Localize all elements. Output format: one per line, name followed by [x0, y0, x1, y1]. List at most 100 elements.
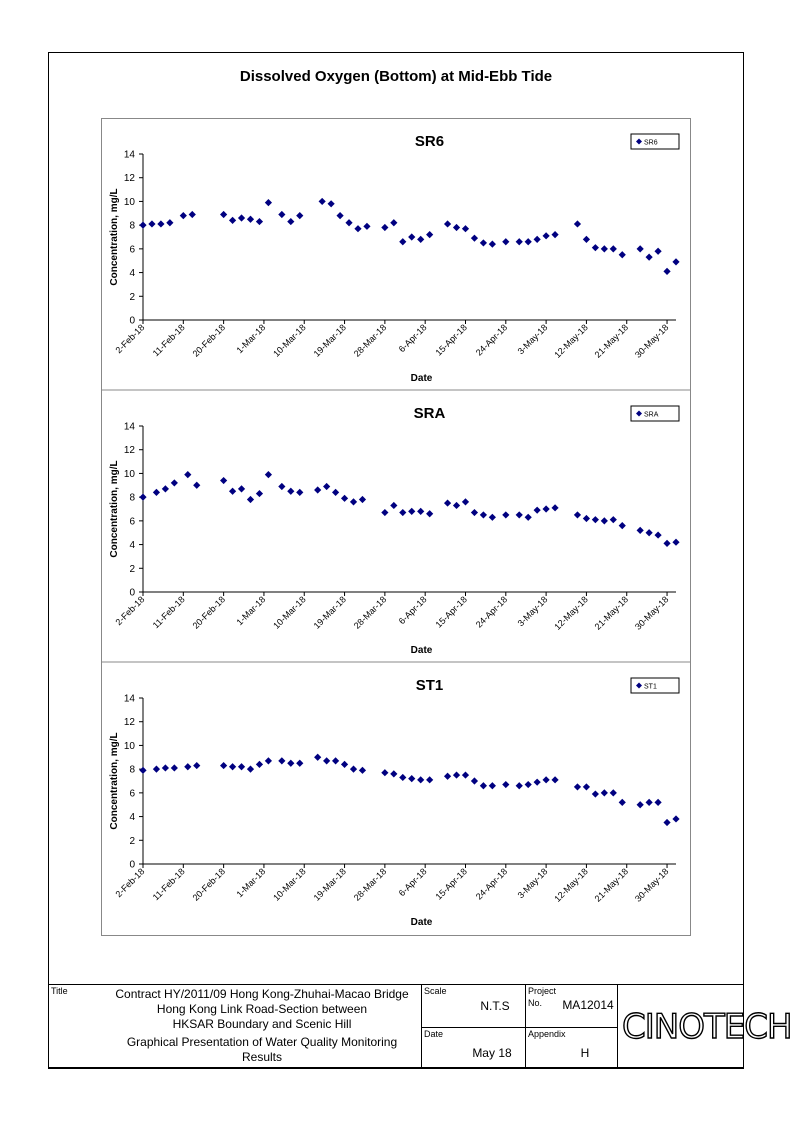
data-point [152, 488, 161, 496]
x-tick-label: 20-Feb-18 [191, 322, 227, 358]
data-point [287, 487, 295, 495]
x-tick-label: 6-Apr-18 [397, 866, 429, 898]
data-point [573, 220, 582, 228]
y-tick-label: 2 [129, 292, 135, 303]
data-point [278, 757, 286, 765]
data-point [533, 778, 541, 786]
drawing-subtitle-line-1: Graphical Presentation of Water Quality … [126, 1035, 398, 1049]
appendix-label: Appendix [528, 1029, 566, 1039]
chart-title: SR6 [415, 133, 444, 150]
title-label: Title [51, 986, 68, 996]
data-point [488, 782, 496, 790]
legend-label: SR6 [644, 140, 658, 147]
data-point [636, 245, 644, 253]
data-point [287, 759, 295, 767]
x-tick-label: 28-Mar-18 [352, 594, 388, 630]
x-tick-label: 15-Apr-18 [434, 866, 469, 901]
x-tick-label: 11-Feb-18 [151, 322, 187, 358]
x-tick-label: 12-May-18 [552, 594, 589, 631]
data-point [479, 239, 488, 247]
data-point [502, 780, 510, 789]
data-point [591, 244, 599, 252]
data-point [323, 482, 331, 491]
y-tick-label: 2 [129, 836, 135, 847]
x-tick-label: 19-Mar-18 [312, 322, 348, 358]
data-point [488, 513, 496, 521]
data-point [184, 763, 192, 771]
x-tick-label: 21-May-18 [593, 866, 630, 903]
y-axis-label: Concentration, mg/L [109, 188, 120, 285]
data-point [443, 772, 452, 780]
data-point [533, 506, 541, 514]
y-tick-label: 8 [129, 765, 135, 776]
data-point [609, 245, 617, 253]
data-point [502, 511, 510, 519]
data-point [408, 233, 416, 241]
data-point [542, 505, 550, 513]
data-point [591, 516, 599, 524]
x-axis-label: Date [411, 373, 433, 384]
data-point [533, 235, 541, 243]
x-tick-label: 30-May-18 [633, 322, 670, 359]
x-tick-label: 2-Feb-18 [114, 594, 147, 627]
data-point [582, 783, 591, 791]
data-point [609, 516, 617, 524]
drawing-subtitle: Graphical Presentation of Water Quality … [100, 1035, 424, 1065]
data-point [220, 761, 228, 770]
data-point [443, 220, 452, 228]
legend-box [630, 677, 680, 694]
x-tick-label: 21-May-18 [593, 594, 630, 631]
x-tick-label: 10-Mar-18 [271, 866, 307, 902]
contract-title-line-3: HKSAR Boundary and Scenic Hill [172, 1017, 352, 1031]
legend: SRA [630, 405, 680, 422]
data-point [170, 479, 178, 487]
data-point [246, 495, 255, 504]
data-point [470, 234, 479, 242]
logo-cell [617, 984, 744, 1069]
data-point [331, 757, 340, 765]
x-axis-label: Date [411, 917, 433, 928]
data-point [193, 761, 201, 770]
y-tick-label: 2 [129, 564, 135, 575]
data-point [358, 495, 367, 504]
y-tick-label: 0 [129, 588, 135, 599]
data-point [287, 217, 295, 226]
data-point [363, 222, 371, 230]
legend-marker [636, 410, 642, 417]
data-point [479, 782, 488, 790]
data-point [296, 212, 304, 220]
data-point [255, 760, 264, 768]
data-point [228, 216, 237, 224]
data-point [618, 522, 626, 530]
page-title: Dissolved Oxygen (Bottom) at Mid-Ebb Tid… [239, 68, 553, 85]
data-point [381, 508, 389, 517]
x-tick-label: 24-Apr-18 [474, 866, 509, 901]
data-point [452, 223, 461, 232]
data-point [323, 757, 331, 765]
data-point [139, 221, 147, 229]
x-axis-label: Date [411, 645, 433, 656]
data-point [636, 526, 644, 534]
data-point [228, 763, 237, 771]
x-tick-label: 30-May-18 [633, 866, 670, 903]
x-tick-label: 3-May-18 [516, 594, 550, 628]
data-point [426, 776, 434, 784]
x-tick-label: 30-May-18 [633, 594, 670, 631]
x-tick-label: 1-Mar-18 [234, 594, 267, 627]
x-tick-label: 2-Feb-18 [114, 322, 147, 355]
data-point [255, 217, 264, 226]
y-tick-label: 10 [124, 469, 136, 480]
scale-value: N.T.S [480, 999, 510, 1013]
x-tick-label: 3-May-18 [516, 322, 550, 356]
data-point [340, 760, 349, 768]
data-point [161, 485, 169, 493]
data-point [672, 815, 680, 823]
data-point [654, 798, 662, 806]
data-point [600, 789, 608, 797]
data-point [264, 199, 273, 207]
data-point [179, 212, 187, 220]
data-point [663, 267, 671, 275]
data-point [246, 765, 255, 773]
data-point [600, 517, 608, 525]
